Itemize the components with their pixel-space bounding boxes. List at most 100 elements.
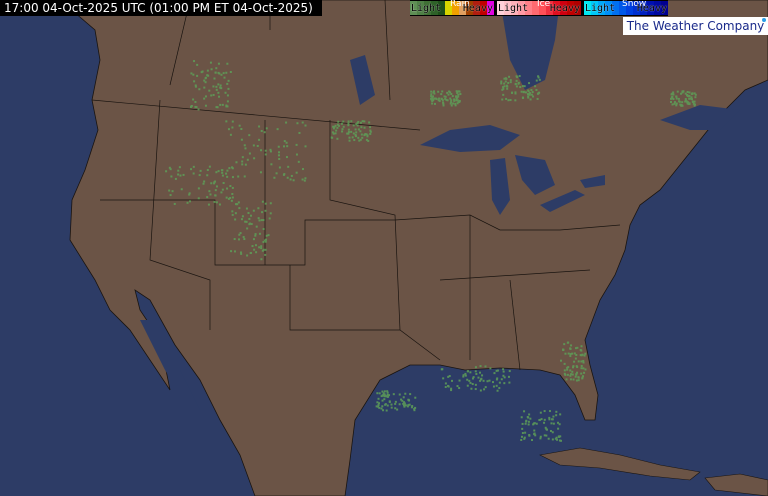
radar-echo bbox=[514, 83, 517, 86]
radar-echo bbox=[193, 60, 196, 63]
radar-echo bbox=[227, 197, 230, 200]
radar-echo bbox=[360, 133, 363, 136]
radar-echo bbox=[545, 428, 548, 431]
radar-echo bbox=[194, 105, 197, 108]
radar-echo bbox=[466, 378, 469, 381]
radar-echo bbox=[225, 172, 228, 175]
radar-echo bbox=[222, 181, 225, 184]
radar-echo bbox=[231, 192, 234, 195]
radar-echo bbox=[237, 201, 240, 204]
radar-echo bbox=[681, 101, 684, 104]
legend-snow-swatch bbox=[591, 1, 598, 15]
radar-echo bbox=[264, 248, 267, 251]
radar-echo bbox=[228, 167, 231, 170]
radar-echo bbox=[190, 105, 193, 108]
radar-echo bbox=[577, 376, 580, 379]
legend-rain-swatch bbox=[445, 1, 452, 15]
radar-echo bbox=[231, 120, 234, 123]
radar-echo bbox=[414, 406, 417, 409]
radar-echo bbox=[403, 401, 406, 404]
lake-michigan bbox=[490, 158, 510, 215]
radar-echo bbox=[215, 106, 218, 109]
radar-echo bbox=[359, 130, 362, 133]
radar-echo bbox=[515, 85, 518, 88]
radar-echo bbox=[442, 101, 445, 104]
radar-echo bbox=[217, 62, 220, 65]
radar-echo bbox=[341, 128, 344, 131]
radar-echo bbox=[278, 151, 281, 154]
radar-echo bbox=[347, 122, 350, 125]
radar-echo bbox=[304, 124, 307, 127]
radar-echo bbox=[278, 166, 281, 169]
radar-echo bbox=[528, 92, 531, 95]
radar-echo bbox=[433, 102, 436, 105]
radar-echo bbox=[174, 177, 177, 180]
lake-winnipeg bbox=[350, 55, 375, 105]
radar-echo bbox=[514, 91, 517, 94]
radar-echo bbox=[684, 98, 687, 101]
hudson-james-bay bbox=[500, 0, 560, 90]
radar-echo bbox=[479, 389, 482, 392]
radar-echo bbox=[194, 100, 197, 103]
radar-echo bbox=[168, 189, 171, 192]
legend-snow-swatch bbox=[647, 1, 654, 15]
radar-echo bbox=[450, 101, 453, 104]
radar-echo bbox=[347, 131, 350, 134]
radar-echo bbox=[544, 426, 547, 429]
radar-echo bbox=[537, 75, 540, 78]
radar-echo bbox=[495, 384, 498, 387]
radar-echo bbox=[441, 90, 444, 93]
radar-echo bbox=[551, 431, 554, 434]
radar-echo bbox=[538, 418, 541, 421]
radar-echo bbox=[292, 179, 295, 182]
radar-echo bbox=[414, 396, 417, 399]
legend-rain-swatch bbox=[466, 1, 473, 15]
radar-echo bbox=[527, 96, 530, 99]
radar-echo bbox=[249, 214, 252, 217]
radar-echo bbox=[264, 240, 267, 243]
radar-echo bbox=[446, 99, 449, 102]
radar-echo bbox=[442, 104, 445, 107]
radar-echo bbox=[192, 172, 195, 175]
radar-echo bbox=[188, 193, 191, 196]
radar-echo bbox=[457, 93, 460, 96]
radar-echo bbox=[235, 161, 238, 164]
radar-echo bbox=[548, 418, 551, 421]
radar-echo bbox=[225, 196, 228, 199]
legend-snow-swatch bbox=[619, 1, 626, 15]
radar-echo bbox=[672, 98, 675, 101]
radar-echo bbox=[283, 173, 286, 176]
radar-echo bbox=[295, 171, 298, 174]
radar-echo bbox=[369, 130, 372, 133]
radar-echo bbox=[204, 81, 207, 84]
radar-echo bbox=[402, 402, 405, 405]
radar-echo bbox=[680, 92, 683, 95]
radar-echo bbox=[449, 91, 452, 94]
radar-echo bbox=[528, 433, 531, 436]
radar-echo bbox=[246, 227, 249, 230]
radar-echo bbox=[381, 390, 384, 393]
radar-echo bbox=[535, 79, 538, 82]
radar-echo bbox=[505, 97, 508, 100]
radar-echo bbox=[386, 393, 389, 396]
radar-echo bbox=[355, 123, 358, 126]
radar-echo bbox=[514, 99, 517, 102]
radar-echo bbox=[204, 95, 207, 98]
radar-echo bbox=[449, 97, 452, 100]
radar-echo bbox=[352, 124, 355, 127]
radar-echo bbox=[254, 244, 257, 247]
radar-echo bbox=[268, 217, 271, 220]
radar-echo bbox=[233, 250, 236, 253]
radar-echo bbox=[450, 99, 453, 102]
radar-echo bbox=[234, 212, 237, 215]
radar-echo bbox=[580, 345, 583, 348]
legend-snow-swatch bbox=[612, 1, 619, 15]
radar-echo bbox=[180, 188, 183, 191]
radar-echo bbox=[580, 365, 583, 368]
radar-echo bbox=[233, 238, 236, 241]
radar-echo bbox=[297, 160, 300, 163]
radar-echo bbox=[278, 157, 281, 160]
radar-echo bbox=[670, 100, 673, 103]
radar-echo bbox=[231, 126, 234, 129]
